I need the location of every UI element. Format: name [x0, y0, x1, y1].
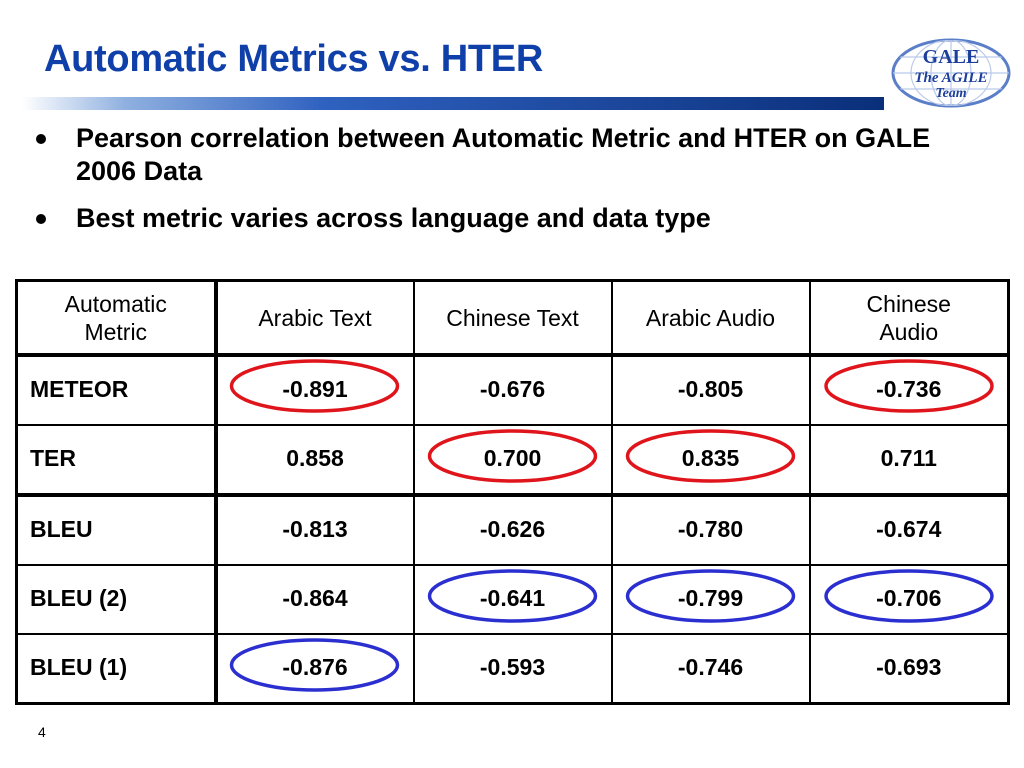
table-cell: -0.876 — [214, 633, 415, 705]
table-cell: 0.700 — [412, 424, 613, 497]
row-name: METEOR — [15, 354, 218, 426]
header-chinese-text: Chinese Text — [412, 279, 613, 357]
table-cell: 0.858 — [214, 424, 415, 497]
bullet-item: Pearson correlation between Automatic Me… — [36, 122, 936, 188]
table-cell: -0.799 — [610, 564, 811, 635]
bullet-list: Pearson correlation between Automatic Me… — [36, 122, 936, 249]
header-metric: Automatic Metric — [15, 279, 218, 357]
table-row: BLEU -0.813 -0.626 -0.780 -0.674 — [15, 494, 1010, 566]
table-row: TER 0.858 0.700 0.835 0.711 — [15, 424, 1010, 497]
table-cell: -0.593 — [412, 633, 613, 705]
row-name: BLEU (1) — [15, 633, 218, 705]
metrics-table: Automatic Metric Arabic Text Chinese Text… — [15, 279, 1010, 705]
header-arabic-text: Arabic Text — [214, 279, 415, 357]
table-cell: -0.626 — [412, 494, 613, 566]
page-number: 4 — [38, 724, 46, 740]
title-underline-bar — [22, 97, 884, 110]
header-arabic-audio: Arabic Audio — [610, 279, 811, 357]
table-cell: -0.676 — [412, 354, 613, 426]
logo-line3: Team — [935, 86, 966, 101]
table-cell: -0.674 — [808, 494, 1010, 566]
row-name: BLEU (2) — [15, 564, 218, 635]
row-name: BLEU — [15, 494, 218, 566]
slide-title: Automatic Metrics vs. HTER — [44, 38, 543, 80]
gale-logo: GALE The AGILE Team — [891, 38, 1011, 108]
table-cell: -0.780 — [610, 494, 811, 566]
table-header-row: Automatic Metric Arabic Text Chinese Text… — [15, 279, 1010, 357]
table-cell: 0.835 — [610, 424, 811, 497]
table-cell: -0.693 — [808, 633, 1010, 705]
table-cell: -0.891 — [214, 354, 415, 426]
table-cell: -0.864 — [214, 564, 415, 635]
table-row: BLEU (2) -0.864 -0.641 -0.799 -0.706 — [15, 564, 1010, 635]
bullet-dot-icon — [36, 214, 46, 224]
bullet-item: Best metric varies across language and d… — [36, 202, 936, 235]
bullet-text: Pearson correlation between Automatic Me… — [76, 123, 931, 186]
metrics-table-wrapper: Automatic Metric Arabic Text Chinese Text… — [15, 279, 1010, 705]
table-cell: -0.736 — [808, 354, 1010, 426]
header-chinese-audio: Chinese Audio — [808, 279, 1010, 357]
table-row: BLEU (1) -0.876 -0.593 -0.746 -0.693 — [15, 633, 1010, 705]
bullet-text: Best metric varies across language and d… — [76, 203, 711, 233]
table-cell: -0.805 — [610, 354, 811, 426]
bullet-dot-icon — [36, 134, 46, 144]
table-row: METEOR -0.891 -0.676 -0.805 -0.736 — [15, 354, 1010, 426]
row-name: TER — [15, 424, 218, 497]
table-cell: -0.641 — [412, 564, 613, 635]
table-cell: -0.813 — [214, 494, 415, 566]
table-cell: -0.706 — [808, 564, 1010, 635]
logo-line2: The AGILE — [914, 70, 987, 86]
table-cell: -0.746 — [610, 633, 811, 705]
logo-line1: GALE — [923, 46, 980, 68]
table-cell: 0.711 — [808, 424, 1010, 497]
